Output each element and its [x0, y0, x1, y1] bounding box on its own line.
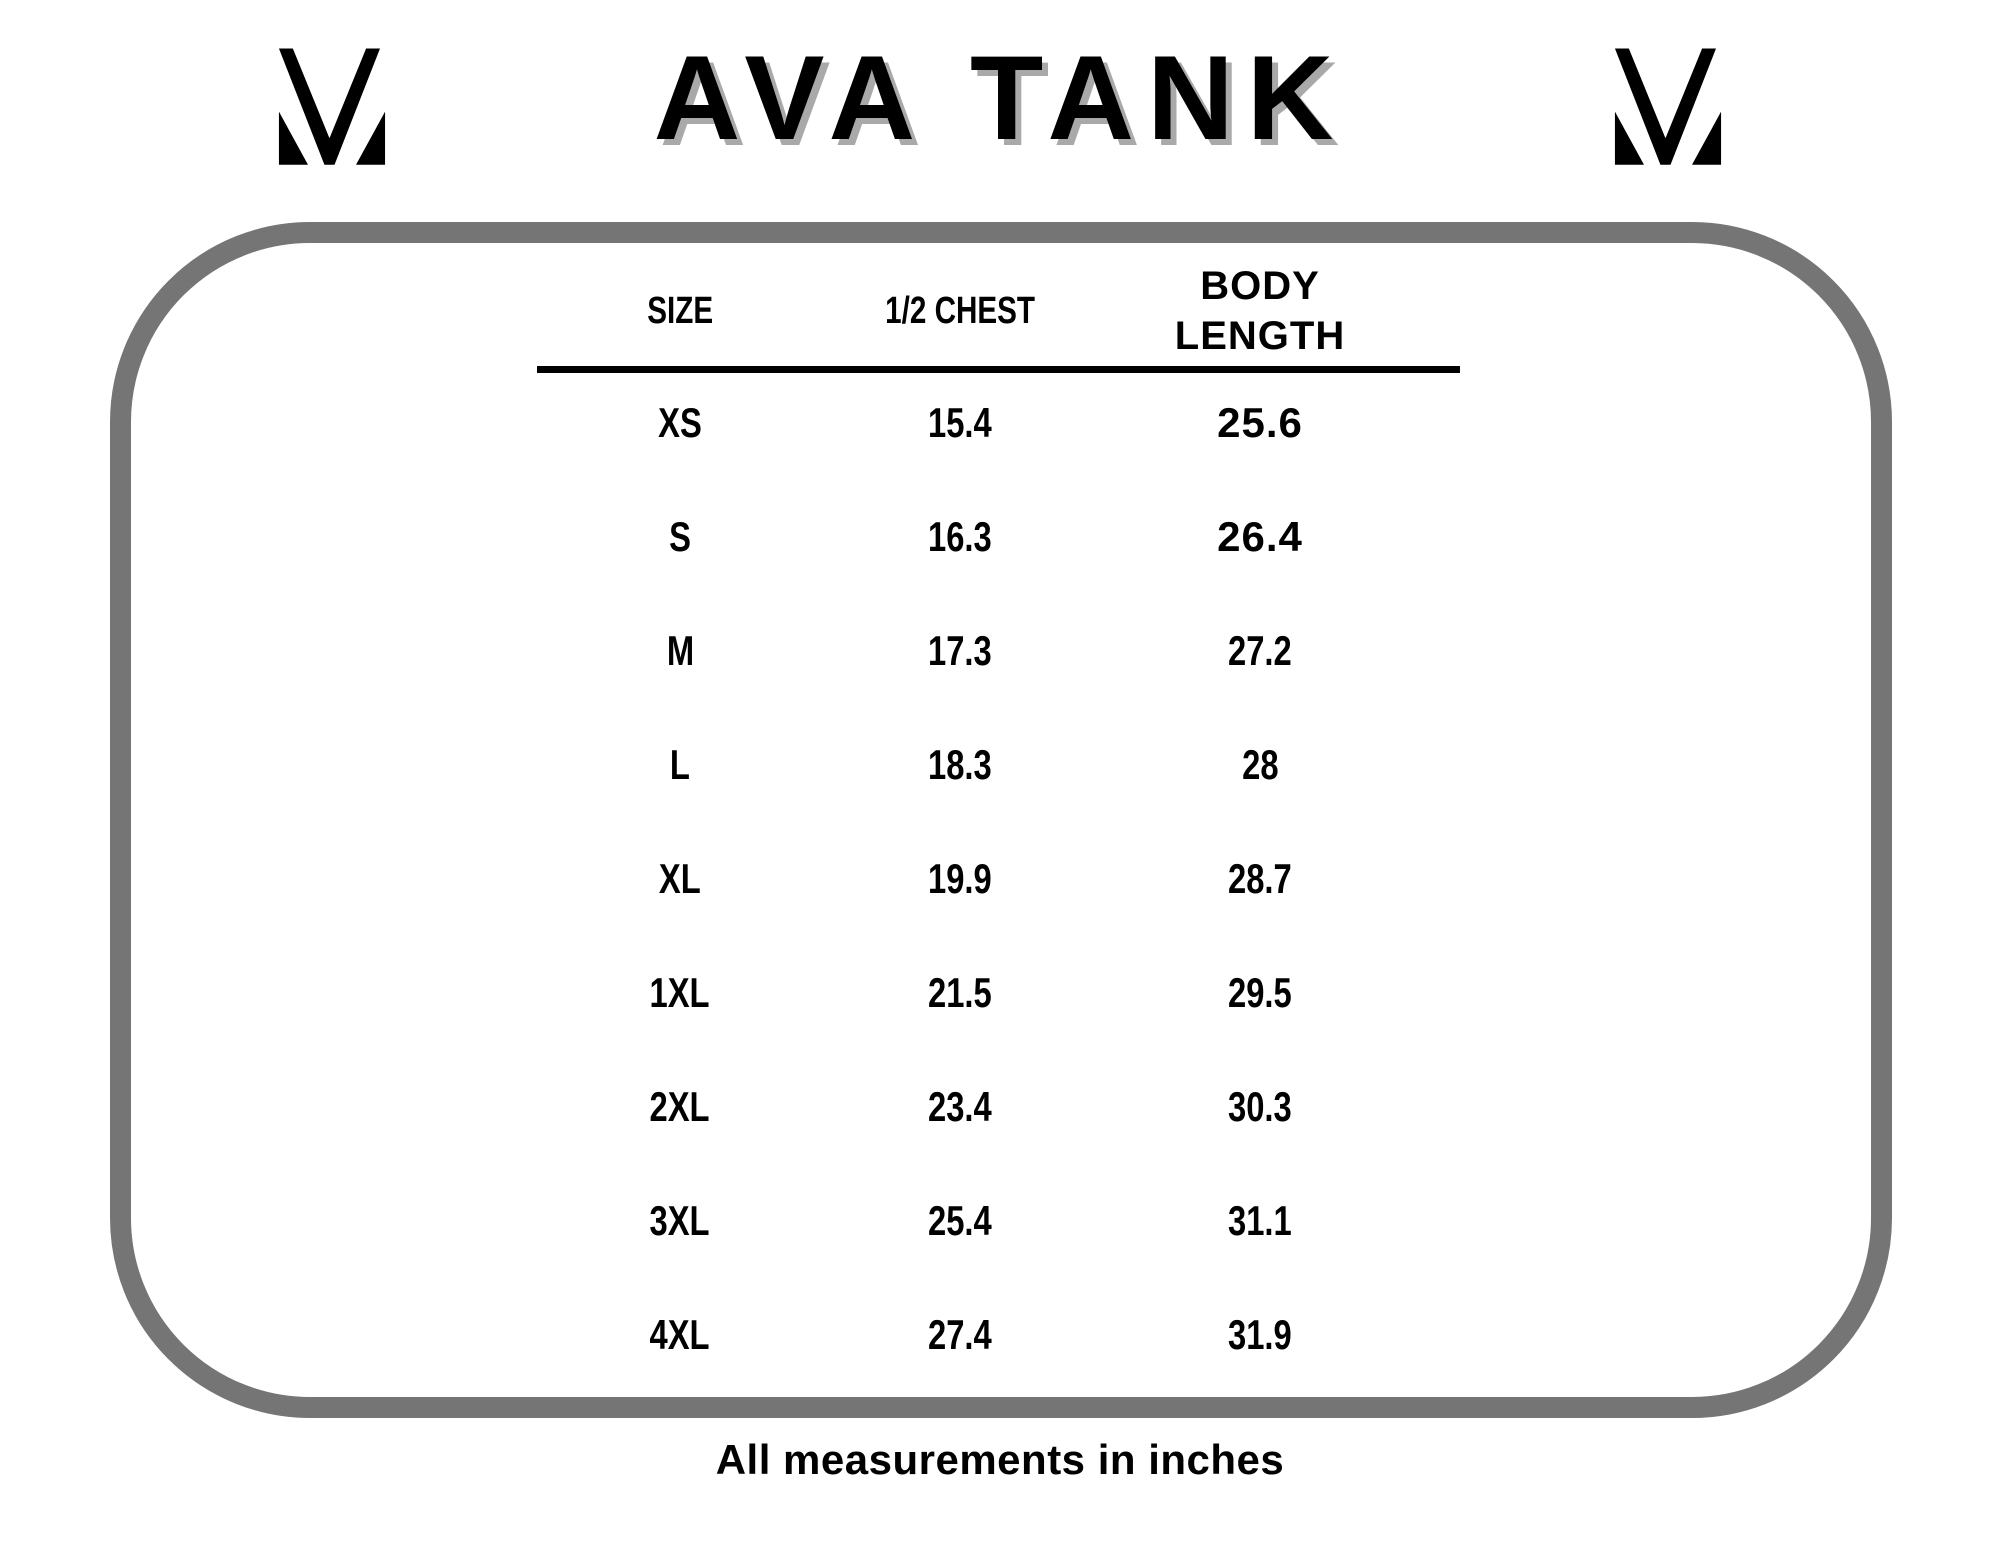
table-header-divider [537, 366, 1460, 373]
half-chest-value: 25.4 [928, 1197, 992, 1244]
table-cell-half-chest: 25.4 [830, 1164, 1090, 1278]
table-cell-half-chest: 23.4 [830, 1050, 1090, 1164]
column-header-body-length-label: BODY LENGTH [1174, 264, 1346, 358]
chart-frame [110, 222, 1892, 1418]
half-chest-value: 15.4 [928, 399, 992, 446]
body-length-value: 25.6 [1217, 399, 1303, 446]
body-length-value: 28.7 [1228, 855, 1292, 902]
table-cell-size: 3XL [530, 1164, 830, 1278]
table-cell-half-chest: 16.3 [830, 480, 1090, 594]
size-value: 4XL [649, 1311, 711, 1358]
footer-note: All measurements in inches [715, 1436, 1285, 1483]
half-chest-value: 17.3 [928, 627, 992, 674]
table-cell-half-chest: 18.3 [830, 708, 1090, 822]
page-title: AVA TANK [653, 31, 1347, 165]
half-chest-value: 16.3 [928, 513, 992, 560]
half-chest-value: 18.3 [928, 741, 992, 788]
column-header-size: SIZE [530, 256, 830, 366]
body-length-value: 30.3 [1228, 1083, 1292, 1130]
table-cell-body-length: 26.4 [1090, 480, 1430, 594]
table-cell-body-length: 29.5 [1090, 936, 1430, 1050]
size-value: 1XL [649, 969, 711, 1016]
body-length-value: 28 [1241, 741, 1279, 788]
mv-monogram-icon [278, 48, 386, 165]
table-cell-size: L [530, 708, 830, 822]
table-cell-half-chest: 27.4 [830, 1278, 1090, 1392]
brand-logo-right [1604, 46, 1732, 166]
size-value: XS [658, 399, 702, 446]
column-header-size-label: SIZE [647, 289, 713, 332]
half-chest-value: 19.9 [928, 855, 992, 902]
size-value: L [669, 741, 691, 788]
table-cell-body-length: 27.2 [1090, 594, 1430, 708]
table-cell-size: 4XL [530, 1278, 830, 1392]
table-cell-body-length: 28 [1090, 708, 1430, 822]
size-table: SIZE 1/2 CHEST BODY LENGTH XS 15.4 25.6 … [530, 256, 1430, 1392]
column-header-half-chest: 1/2 CHEST [830, 256, 1090, 366]
table-cell-half-chest: 15.4 [830, 366, 1090, 480]
table-cell-size: 2XL [530, 1050, 830, 1164]
table-cell-size: XS [530, 366, 830, 480]
table-cell-body-length: 25.6 [1090, 366, 1430, 480]
table-cell-body-length: 28.7 [1090, 822, 1430, 936]
body-length-value: 31.9 [1228, 1311, 1292, 1358]
body-length-value: 26.4 [1217, 513, 1303, 560]
table-cell-size: 1XL [530, 936, 830, 1050]
column-header-body-length: BODY LENGTH [1090, 256, 1430, 366]
brand-logo-left [268, 46, 396, 166]
table-cell-half-chest: 17.3 [830, 594, 1090, 708]
table-cell-body-length: 30.3 [1090, 1050, 1430, 1164]
table-cell-half-chest: 19.9 [830, 822, 1090, 936]
mv-monogram-icon [1614, 48, 1722, 165]
size-value: 2XL [649, 1083, 711, 1130]
half-chest-value: 21.5 [928, 969, 992, 1016]
table-cell-size: M [530, 594, 830, 708]
size-value: 3XL [649, 1197, 711, 1244]
body-length-value: 29.5 [1228, 969, 1292, 1016]
size-value: M [666, 627, 694, 674]
half-chest-value: 23.4 [928, 1083, 992, 1130]
table-cell-body-length: 31.1 [1090, 1164, 1430, 1278]
half-chest-value: 27.4 [928, 1311, 992, 1358]
table-cell-size: XL [530, 822, 830, 936]
size-value: XL [659, 855, 701, 902]
column-header-half-chest-label: 1/2 CHEST [885, 289, 1035, 332]
table-cell-half-chest: 21.5 [830, 936, 1090, 1050]
size-value: S [669, 513, 691, 560]
body-length-value: 31.1 [1228, 1197, 1292, 1244]
table-cell-body-length: 31.9 [1090, 1278, 1430, 1392]
table-cell-size: S [530, 480, 830, 594]
body-length-value: 27.2 [1228, 627, 1292, 674]
